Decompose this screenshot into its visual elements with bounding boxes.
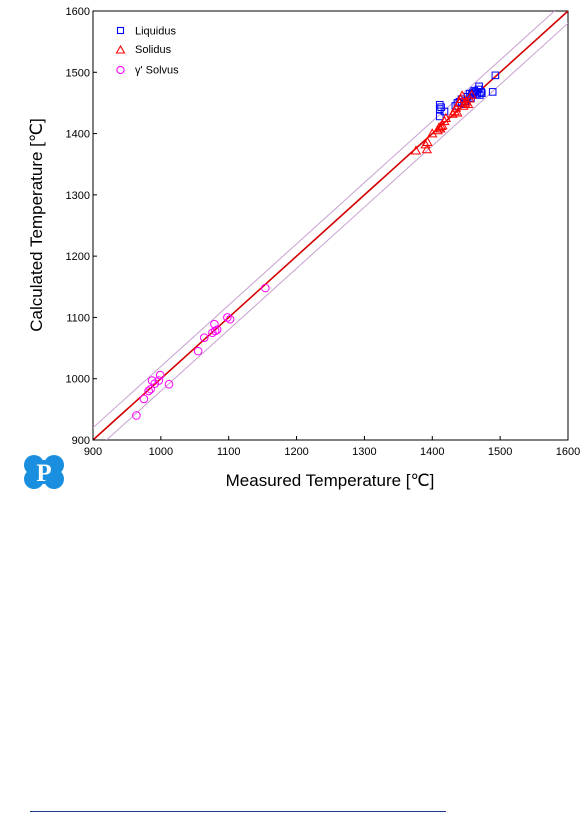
- solidus-point: [435, 120, 447, 131]
- gamma-solvus-point: [261, 283, 270, 293]
- y-tick-label: 1200: [66, 251, 90, 263]
- x-tick-label: 900: [84, 446, 102, 458]
- solidus-point: [456, 90, 468, 100]
- liquidus-point: [440, 107, 449, 116]
- liquidus-point: [477, 88, 485, 96]
- x-tick-label: 1000: [149, 446, 173, 458]
- gamma-solvus-point: [210, 326, 220, 336]
- solidus-point: [410, 145, 422, 155]
- liquidus-point: [478, 89, 486, 97]
- y-tick-label: 1400: [66, 129, 90, 141]
- solidus-point: [466, 89, 477, 99]
- y-axis: 900 1000 1100 1200 1300 1400 1500 1600: [66, 6, 97, 447]
- liquidus-point: [435, 112, 444, 121]
- solidus-point: [433, 122, 445, 132]
- y-tick-label: 1100: [66, 312, 90, 324]
- liquidus-point: [435, 100, 444, 109]
- reference-lines: [93, 11, 568, 440]
- solidus-point: [463, 98, 474, 108]
- gamma-solvus-point: [225, 314, 235, 324]
- gamma-solvus-point: [155, 370, 165, 380]
- x-tick-label: 1300: [352, 446, 376, 458]
- gamma-solvus-point: [193, 346, 203, 356]
- y-tick-label: 1000: [66, 374, 90, 386]
- gamma-solvus-point: [146, 384, 155, 394]
- x-axis-title: Measured Temperature [℃]: [226, 471, 435, 490]
- legend: Liquidus Solidus γ' Solvus: [115, 26, 179, 77]
- tolerance-band-line: [105, 22, 568, 440]
- y-axis-title: Calculated Temperature [℃]: [27, 118, 46, 331]
- gamma-solvus-point: [164, 379, 174, 389]
- solidus-point: [421, 144, 433, 154]
- gamma-solvus-point: [147, 376, 157, 385]
- legend-item-liquidus: Liquidus: [116, 26, 176, 38]
- x-tick-label: 1100: [217, 446, 241, 458]
- solidus-point: [461, 96, 472, 106]
- legend-label-solidus: Solidus: [135, 44, 172, 56]
- y-tick-label: 1600: [66, 6, 90, 18]
- legend-item-gamma-solvus: γ' Solvus: [116, 65, 179, 77]
- x-axis: 900 1000 1100 1200 1300 1400 1500 1600: [84, 436, 580, 458]
- logo-letter: P: [36, 460, 51, 487]
- gamma-solvus-point: [139, 394, 149, 404]
- data-markers: [132, 71, 500, 420]
- diagonal-line: [93, 11, 568, 440]
- legend-circle-marker: [116, 65, 125, 75]
- y-tick-label: 1300: [66, 190, 90, 202]
- gamma-solvus-point: [132, 411, 141, 420]
- gamma-solvus-point: [154, 376, 164, 385]
- gamma-solvus-point: [199, 333, 209, 342]
- y-tick-label: 900: [72, 435, 90, 447]
- legend-triangle-marker: [115, 44, 126, 54]
- x-tick-label: 1500: [488, 446, 512, 458]
- liquidus-point: [488, 88, 497, 96]
- tolerance-band-line: [93, 11, 556, 429]
- gamma-solvus-point: [144, 386, 153, 396]
- x-tick-label: 1600: [556, 446, 580, 458]
- x-tick-label: 1200: [284, 446, 308, 458]
- gamma-solvus-point: [208, 328, 217, 338]
- y-tick-label: 1500: [66, 67, 90, 79]
- gamma-solvus-point: [212, 325, 222, 334]
- liquidus-point: [491, 71, 500, 80]
- legend-square-marker: [116, 26, 125, 35]
- legend-label-gamma-solvus: γ' Solvus: [135, 65, 179, 77]
- solidus-point: [452, 107, 463, 117]
- solidus-point: [427, 128, 438, 138]
- solidus-point: [422, 136, 433, 146]
- legend-item-solidus: Solidus: [115, 44, 172, 56]
- gamma-solvus-point: [223, 313, 232, 322]
- pandat-logo: P: [24, 455, 64, 489]
- legend-label-liquidus: Liquidus: [135, 26, 176, 38]
- footer-divider: [30, 811, 446, 812]
- gamma-solvus-point: [210, 319, 219, 329]
- liquidus-point: [435, 105, 444, 113]
- x-tick-label: 1400: [420, 446, 444, 458]
